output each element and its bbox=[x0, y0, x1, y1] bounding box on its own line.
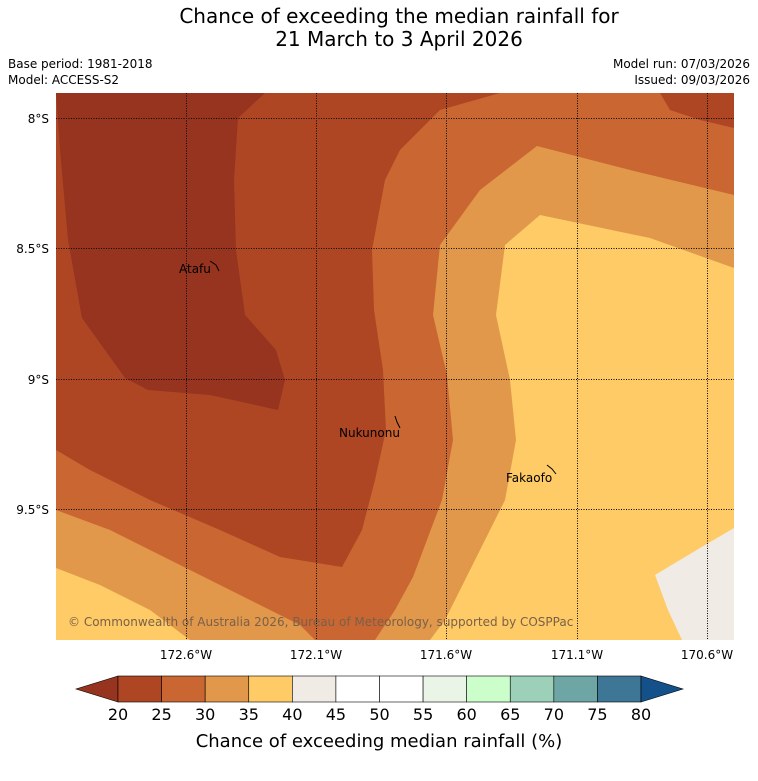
colorbar-segment bbox=[248, 675, 293, 703]
colorbar-tick-label: 45 bbox=[326, 705, 346, 724]
lon-label-172-6: 172.6°W bbox=[160, 648, 212, 662]
colorbar-tick-label: 65 bbox=[500, 705, 520, 724]
colorbar-segment bbox=[204, 675, 250, 703]
colorbar-tick-label: 40 bbox=[282, 705, 302, 724]
colorbar-tick-label: 75 bbox=[587, 705, 607, 724]
place-nukunonu: Nukunonu bbox=[339, 426, 400, 440]
region-35-40-southwest bbox=[56, 568, 190, 640]
colorbar-tick-label: 30 bbox=[195, 705, 215, 724]
title-line-1: Chance of exceeding the median rainfall … bbox=[179, 4, 619, 28]
map-panel bbox=[56, 93, 734, 640]
colorbar-segment bbox=[379, 675, 424, 703]
colorbar-segment bbox=[553, 675, 598, 703]
colorbar-tick-label: 50 bbox=[369, 705, 389, 724]
colorbar-segment bbox=[161, 675, 206, 703]
lat-label-8-5: 8.5°S bbox=[16, 242, 49, 256]
region-40-45 bbox=[655, 528, 734, 640]
colorbar: 20 25 30 35 40 45 50 55 60 65 70 75 80 bbox=[74, 675, 685, 724]
lon-label-171-6: 171.6°W bbox=[420, 648, 472, 662]
lat-label-9: 9°S bbox=[28, 373, 49, 387]
lon-label-171-1: 171.1°W bbox=[551, 648, 603, 662]
nukunonu-atoll bbox=[394, 415, 401, 429]
colorbar-segment bbox=[292, 675, 337, 703]
model-run: Model run: 07/03/2026 bbox=[612, 57, 750, 71]
region-below-20 bbox=[56, 93, 285, 410]
lon-label-172-1: 172.1°W bbox=[290, 648, 342, 662]
colorbar-segment bbox=[117, 675, 162, 703]
colorbar-segment bbox=[335, 675, 380, 703]
colorbar-extend-low bbox=[74, 675, 119, 703]
region-20-25-corner bbox=[660, 93, 734, 128]
meta-right: Model run: 07/03/2026 Issued: 09/03/2026 bbox=[613, 56, 750, 88]
colorbar-tick-label: 25 bbox=[151, 705, 171, 724]
islands bbox=[209, 260, 557, 475]
meta-left: Base period: 1981-2018 Model: ACCESS-S2 bbox=[8, 56, 153, 88]
place-fakaofo: Fakaofo bbox=[506, 471, 552, 485]
colorbar-tick-label: 20 bbox=[108, 705, 128, 724]
region-35-40-east bbox=[430, 215, 734, 640]
colorbar-segment bbox=[597, 675, 642, 703]
title-line-2: 21 March to 3 April 2026 bbox=[275, 27, 523, 51]
colorbar-segment bbox=[422, 675, 467, 703]
fakaofo-atoll bbox=[546, 464, 557, 475]
lat-label-9-5: 9.5°S bbox=[16, 503, 49, 517]
lat-label-8: 8°S bbox=[28, 112, 49, 126]
colorbar-segment bbox=[466, 675, 511, 703]
issued-date: Issued: 09/03/2026 bbox=[634, 73, 750, 87]
lon-label-170-6: 170.6°W bbox=[681, 648, 733, 662]
colorbar-tick-label: 80 bbox=[631, 705, 651, 724]
colorbar-tick-label: 55 bbox=[413, 705, 433, 724]
model-name: Model: ACCESS-S2 bbox=[8, 73, 120, 87]
colorbar-tick-label: 60 bbox=[456, 705, 476, 724]
base-period: Base period: 1981-2018 bbox=[8, 57, 153, 71]
colorbar-tick-label: 35 bbox=[239, 705, 259, 724]
chart-title: Chance of exceeding the median rainfall … bbox=[0, 5, 758, 51]
copyright-text: © Commonwealth of Australia 2026, Bureau… bbox=[68, 615, 573, 629]
gridlines bbox=[56, 93, 734, 640]
atafu-atoll bbox=[209, 260, 220, 272]
colorbar-extend-high bbox=[640, 675, 685, 703]
colorbar-segment bbox=[509, 675, 555, 703]
place-atafu: Atafu bbox=[179, 262, 211, 276]
colorbar-tick-label: 70 bbox=[544, 705, 564, 724]
colorbar-title: Chance of exceeding median rainfall (%) bbox=[196, 731, 563, 752]
